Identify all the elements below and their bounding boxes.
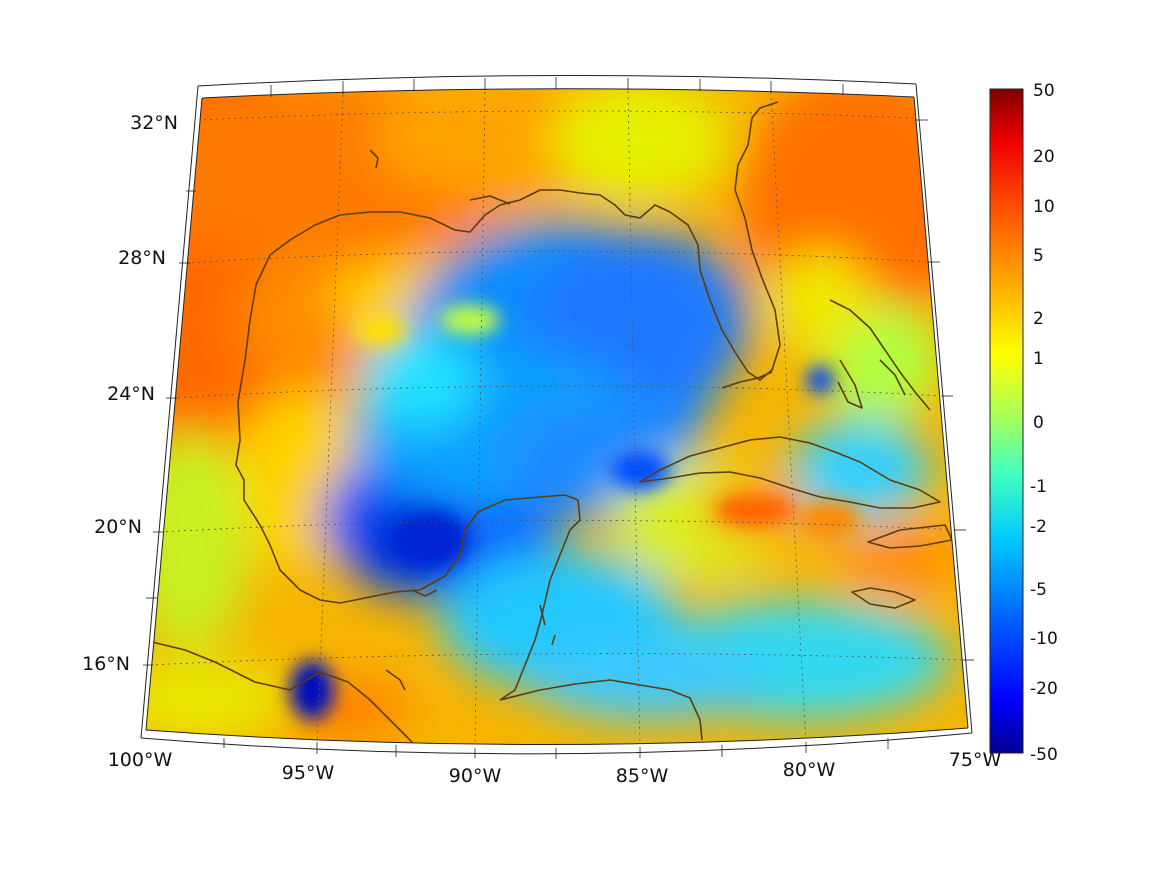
lon-label: 75°W xyxy=(949,749,1002,771)
lat-label: 32°N xyxy=(130,112,178,134)
gulf-north-coast xyxy=(237,101,781,403)
cuba xyxy=(639,436,941,509)
lon-label: 85°W xyxy=(616,765,669,787)
colorbar-gradient xyxy=(989,88,1024,754)
map-frame xyxy=(140,74,974,759)
colorbar-tick-label: -2 xyxy=(1030,517,1047,537)
lon-label: 80°W xyxy=(783,759,836,781)
map-field xyxy=(146,88,968,745)
colorbar-tick-label: 20 xyxy=(1033,147,1055,167)
yucatan-east-coast xyxy=(499,494,581,701)
colorbar-tick-label: -50 xyxy=(1030,745,1058,765)
lat-label: 20°N xyxy=(94,516,142,538)
lon-label: 95°W xyxy=(282,762,335,784)
bahamas xyxy=(829,299,931,411)
pacific-coast xyxy=(151,641,413,743)
longitude-labels: 100°W 95°W 90°W 85°W 80°W 75°W xyxy=(108,749,1002,787)
gulf-islands xyxy=(369,149,556,691)
colorbar-tick-label: 0 xyxy=(1033,413,1044,433)
central-america-coast xyxy=(499,679,703,741)
colorbar-tick-label: 50 xyxy=(1033,81,1055,101)
lat-label: 28°N xyxy=(118,247,166,269)
colorbar-tick-label: 5 xyxy=(1033,246,1044,266)
colorbar-tick-label: 1 xyxy=(1033,349,1044,369)
colorbar-tick-label: 2 xyxy=(1033,309,1044,329)
colorbar: 50 20 10 5 2 1 0 -1 -2 -5 -10 -20 -50 xyxy=(989,81,1058,765)
mexico-gulf-coast xyxy=(235,401,566,604)
lon-label: 100°W xyxy=(108,749,173,771)
coastlines xyxy=(151,101,953,743)
florida-keys xyxy=(721,371,773,389)
latitude-labels: 32°N 28°N 24°N 20°N 16°N xyxy=(82,112,178,675)
lon-label: 90°W xyxy=(449,765,502,787)
lat-label: 16°N xyxy=(82,653,130,675)
colorbar-tick-label: -5 xyxy=(1030,580,1047,600)
graticule xyxy=(149,90,967,745)
lat-label: 24°N xyxy=(107,383,155,405)
colorbar-tick-labels: 50 20 10 5 2 1 0 -1 -2 -5 -10 -20 -50 xyxy=(1030,81,1058,765)
colorbar-tick-label: -10 xyxy=(1030,629,1058,649)
colorbar-tick-label: -20 xyxy=(1030,679,1058,699)
colorbar-tick-label: 10 xyxy=(1033,197,1055,217)
colorbar-tick-label: -1 xyxy=(1030,477,1047,497)
jamaica xyxy=(851,587,916,609)
